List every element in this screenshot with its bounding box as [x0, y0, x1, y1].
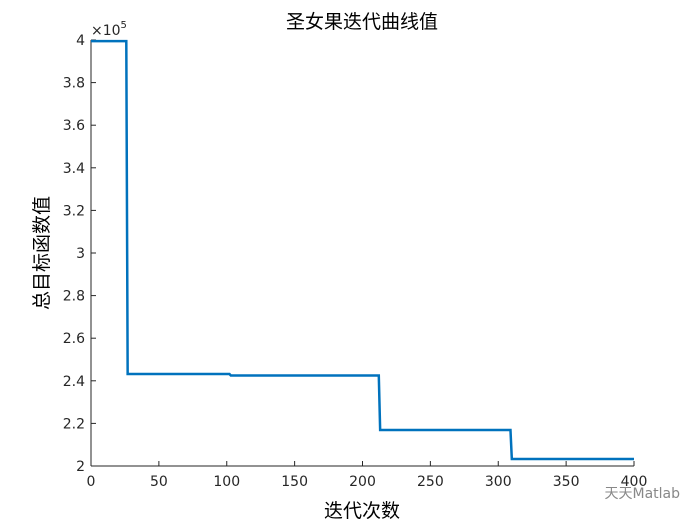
x-tick-label: 300	[485, 474, 512, 490]
x-tick-label: 200	[349, 474, 376, 490]
y-tick-label: 3.4	[63, 161, 85, 177]
y-tick-label: 4	[76, 33, 85, 49]
x-tick-label: 100	[213, 474, 240, 490]
y-tick-label: 3.2	[63, 203, 85, 219]
y-tick-label: 2.6	[63, 331, 85, 347]
x-tick-label: 0	[87, 474, 96, 490]
y-tick-label: 3.6	[63, 118, 85, 134]
y-axis-label: 总目标函数值	[31, 196, 53, 310]
y-tick-label: 2.8	[63, 289, 85, 305]
chart-title: 圣女果迭代曲线值	[286, 11, 438, 33]
y-tick-label: 2	[76, 459, 85, 475]
multiplier-base: ×10	[91, 23, 121, 39]
y-tick-label: 2.4	[63, 374, 85, 390]
x-tick-label: 50	[150, 474, 168, 490]
x-tick-label: 350	[553, 474, 580, 490]
x-tick-label: 150	[281, 474, 308, 490]
multiplier-exponent: 5	[121, 20, 127, 31]
x-tick-label: 250	[417, 474, 444, 490]
data-line	[91, 39, 634, 461]
y-tick-label: 3	[76, 246, 85, 262]
y-tick-label: 3.8	[63, 76, 85, 92]
x-axis-label: 迭代次数	[324, 500, 400, 522]
watermark: 天天Matlab	[604, 486, 680, 502]
y-multiplier: ×105	[91, 20, 127, 39]
x-tick-label: 400	[621, 474, 648, 490]
y-tick-label: 2.2	[63, 416, 85, 432]
